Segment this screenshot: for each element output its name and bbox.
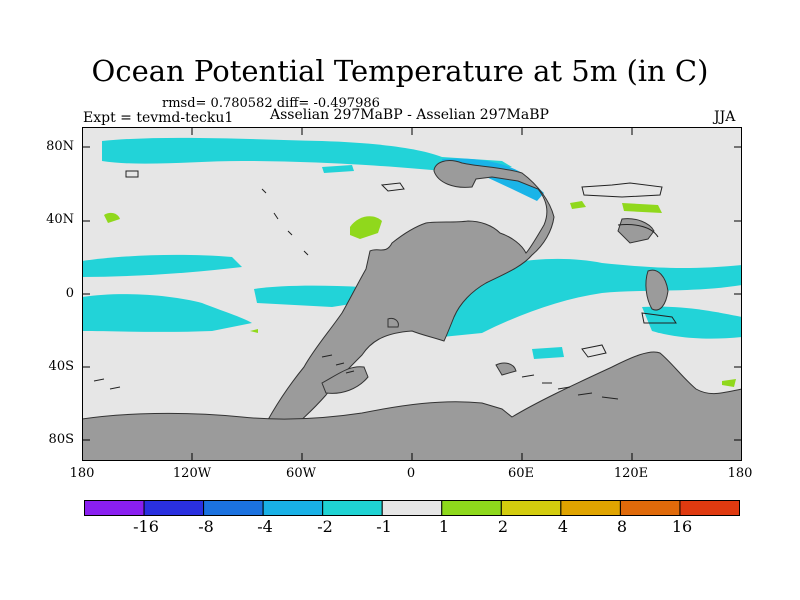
anomaly-green-regions [104,201,736,387]
map-ticks [82,127,742,461]
lat-label-80n: 80N [46,139,74,154]
island-outline [125,170,139,178]
cyan-band-southeast [642,306,742,339]
colorbar [84,500,740,516]
colorbar-label: -2 [317,517,333,536]
colorbar-label: -4 [257,517,273,536]
lon-label-180e: 180 [727,466,753,481]
cyan-patch-north [322,165,354,173]
colorbar-cell [560,500,621,516]
colorbar-label: 4 [557,517,569,536]
green-speck [250,329,258,333]
lon-label-180w: 180 [69,466,95,481]
temperature-map [82,127,742,461]
southern-peninsula [321,366,369,394]
island-outline [617,224,659,238]
colorbar-cell [381,500,443,516]
lat-label-40s: 40S [48,359,74,374]
colorbar-cell [143,500,205,516]
colorbar-cell [679,500,740,516]
experiment-label: Expt = tevmd-tecku1 [83,110,234,126]
lon-label-60w: 60W [286,466,316,481]
colorbar-cell [441,500,502,516]
lon-label-0: 0 [406,466,416,481]
colorbar-cell [84,500,145,516]
island-outline [581,182,663,198]
colorbar-cell [262,500,324,516]
green-patch-east [622,203,662,213]
colorbar-cells [84,500,740,516]
eastern-arc-island [645,269,669,311]
colorbar-cell [619,500,681,516]
island-chain-southeast [521,374,619,400]
island-outline [641,312,677,324]
island-outlines [93,170,677,400]
cyan-band-east [442,258,742,337]
island-outline [380,182,405,192]
colorbar-cell [203,500,264,516]
southern-landmass [82,351,742,461]
green-patch-southeast [722,379,736,387]
island-outline [581,344,607,358]
lat-label-80s: 80S [48,432,74,447]
green-patch-northeast [570,201,586,209]
figure-title: Ocean Potential Temperature at 5m (in C) [91,54,709,88]
colorbar-cell [322,500,383,516]
north-pacific-cyan-band [102,137,512,171]
cyan-band-west [82,254,242,277]
colorbar-label: 1 [438,517,450,536]
comparison-subtitle: Asselian 297MaBP - Asselian 297MaBP [270,107,549,123]
small-island-south [495,362,517,376]
colorbar-label: -16 [133,517,159,536]
colorbar-label: -8 [198,517,214,536]
cyan-patch-south [532,347,564,359]
island-chain-south [321,354,355,374]
land-masses [82,160,742,461]
lon-label-120e: 120E [613,466,649,481]
lat-label-0: 0 [65,286,74,301]
lon-label-120w: 120W [172,466,212,481]
colorbar-label: 16 [671,517,693,536]
lat-label-40n: 40N [46,212,74,227]
lon-ticks [191,127,633,461]
lat-ticks [82,146,742,441]
colorbar-cell [500,500,562,516]
colorbar-label: -1 [376,517,392,536]
green-patch-west [104,212,120,223]
colorbar-label: 2 [497,517,509,536]
island-outline [93,378,121,390]
green-patch-central [350,216,382,239]
statistics-line: rmsd= 0.780582 diff= -0.497986 [162,96,380,111]
island-chain-west [261,188,309,256]
season-label: JJA [714,109,736,125]
small-island-central [387,318,399,328]
lon-label-60e: 60E [507,466,535,481]
colorbar-label: 8 [616,517,628,536]
cyan-band-southwest [82,294,252,332]
